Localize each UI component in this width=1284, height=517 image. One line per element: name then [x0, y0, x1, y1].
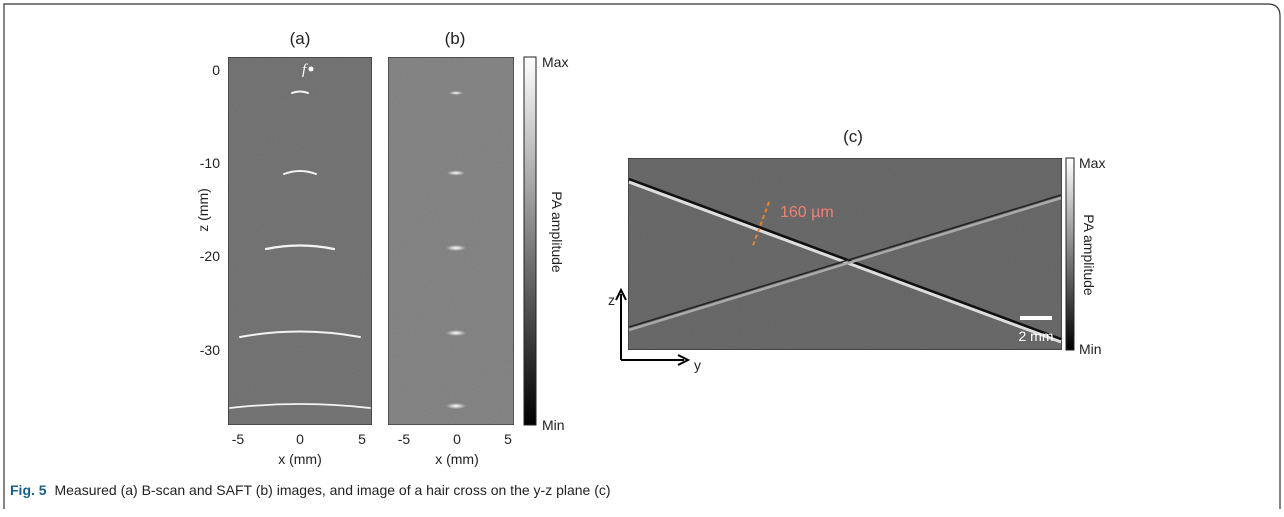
x-tick-label: -5 [398, 431, 411, 447]
figure-border [3, 3, 1281, 509]
y-tick-label: -30 [200, 342, 220, 358]
caption: Fig. 5 Measured (a) B-scan and SAFT (b) … [10, 482, 611, 498]
axis-arrows [615, 287, 691, 366]
colorbar-max: Max [542, 54, 568, 70]
targets [446, 91, 466, 409]
width-annotation: 160 µm [780, 204, 834, 221]
axis-y-label: y [694, 357, 701, 373]
y-tick-label: -20 [200, 248, 220, 264]
y-tick-label: 0 [212, 62, 220, 78]
panel-label: (b) [445, 29, 466, 48]
focus-label: f [302, 62, 308, 78]
scale-bar [1020, 316, 1052, 320]
colorbar-label: PA amplitude [549, 191, 565, 273]
scale-bar-label: 2 mm [1019, 328, 1054, 344]
caption-label: Fig. 5 [10, 482, 47, 498]
saft-image [387, 56, 515, 426]
panel-label: (a) [290, 29, 311, 48]
y-axis-label: z (mm) [195, 188, 211, 232]
x-axis-label: x (mm) [278, 451, 322, 467]
panel-b: (b) -5 0 5 x (mm) [387, 29, 515, 467]
colorbar-scale [1065, 157, 1075, 351]
hair [628, 196, 1062, 332]
b-scan-image [227, 56, 373, 426]
y-tick-label: -10 [200, 155, 220, 171]
x-tick-label: 0 [296, 431, 304, 447]
x-tick-label: 5 [504, 431, 512, 447]
colorbar-max: Max [1079, 155, 1105, 171]
x-axis-label: x (mm) [435, 451, 479, 467]
caption-text: Measured (a) B-scan and SAFT (b) images,… [54, 482, 610, 498]
panel-c: 160 µm 2 mm (c) z y [608, 127, 1063, 373]
colorbar: Max Min PA amplitude [523, 54, 568, 433]
colorbar-scale [523, 56, 537, 426]
axis-z-label: z [608, 292, 615, 308]
x-tick-label: -5 [232, 431, 245, 447]
colorbar: Max Min PA amplitude [1065, 155, 1105, 357]
hair [628, 194, 1062, 328]
measure-line [751, 201, 770, 249]
colorbar-min: Min [1079, 341, 1102, 357]
panel-label: (c) [843, 127, 863, 146]
hair [628, 177, 1062, 341]
colorbar-min: Min [542, 417, 565, 433]
hair-cross-image [627, 157, 1063, 351]
panel-a: f (a) 0 -10 -20 -30 -5 0 5 x (mm) z (mm) [195, 29, 373, 467]
x-tick-label: 0 [453, 431, 461, 447]
x-tick-label: 5 [358, 431, 366, 447]
focus-dot [308, 66, 314, 72]
colorbar-label: PA amplitude [1081, 214, 1097, 296]
hair [628, 180, 1062, 344]
targets [229, 90, 371, 409]
